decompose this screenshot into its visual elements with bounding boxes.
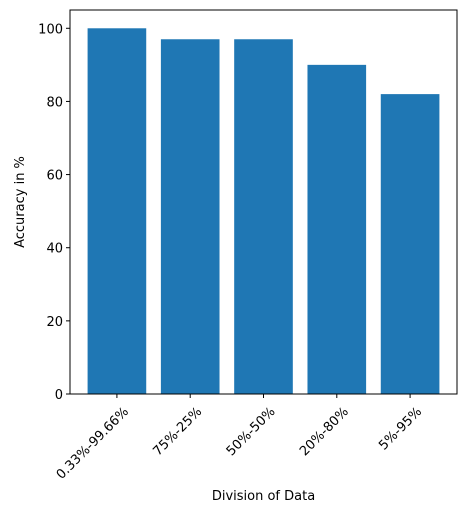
y-axis: 0 20 40 60 80 100 bbox=[38, 22, 70, 403]
x-tick-label-4: 5%-95% bbox=[376, 404, 425, 453]
bar-0 bbox=[87, 28, 147, 395]
plot-frame bbox=[69, 9, 458, 395]
x-axis-label: Division of Data bbox=[212, 489, 315, 504]
y-tick-label-2: 40 bbox=[46, 242, 63, 257]
y-tick-label-0: 0 bbox=[55, 388, 63, 403]
bar-2 bbox=[234, 39, 293, 394]
x-tick-label-1: 75%-25% bbox=[150, 404, 205, 459]
x-tick-label-0: 0.33%-99.66% bbox=[54, 404, 132, 482]
y-axis-label: Accuracy in % bbox=[13, 156, 28, 248]
y-tick-label-5: 100 bbox=[38, 22, 63, 37]
y-tick-label-3: 60 bbox=[46, 169, 63, 184]
x-tick-label-3: 20%-80% bbox=[297, 404, 352, 459]
y-tick-label-1: 20 bbox=[46, 315, 63, 330]
x-axis: 0.33%-99.66% 75%-25% 50%-50% 20%-80% 5%-95% bbox=[54, 394, 425, 483]
bar-4 bbox=[380, 94, 440, 394]
bar-1 bbox=[160, 39, 220, 394]
y-tick-label-4: 80 bbox=[46, 95, 63, 110]
bars-layer bbox=[87, 28, 440, 395]
x-tick-label-2: 50%-50% bbox=[224, 404, 279, 459]
bar-3 bbox=[307, 64, 367, 394]
